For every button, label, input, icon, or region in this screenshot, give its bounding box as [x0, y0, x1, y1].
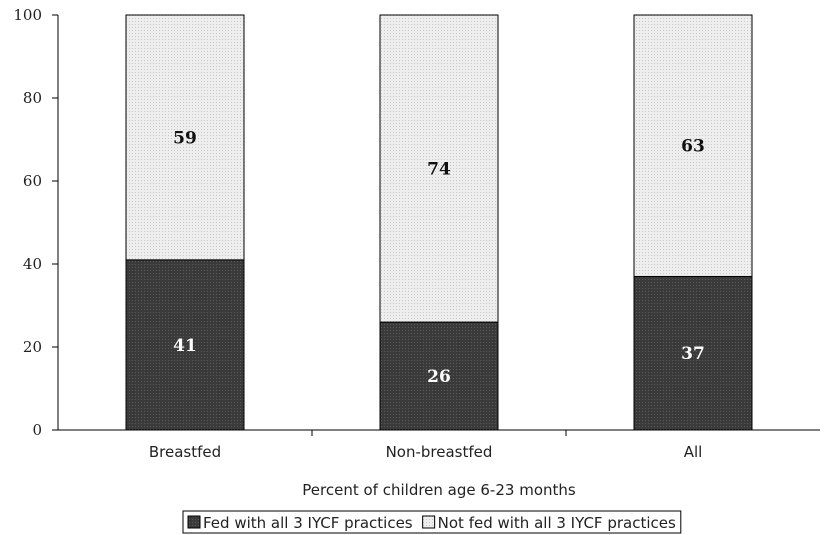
bar-segment — [125, 259, 245, 431]
y-tick-label: 60 — [23, 172, 42, 190]
y-tick-label: 100 — [13, 6, 42, 24]
bar-segment — [379, 321, 499, 431]
bar-segment — [379, 14, 499, 323]
data-label: 37 — [681, 344, 705, 364]
legend-label: Fed with all 3 IYCF practices — [203, 514, 413, 532]
x-tick-label: Non-breastfed — [386, 443, 493, 461]
data-label: 41 — [173, 336, 197, 356]
axes: 0 20 40 60 80 100 Breastfed Non-breastfed All — [13, 6, 820, 461]
legend-swatch — [187, 515, 201, 529]
y-tick-label: 80 — [23, 89, 42, 107]
bar-segment — [125, 14, 245, 261]
x-axis-title: Percent of children age 6-23 months — [302, 481, 576, 499]
data-label: 59 — [173, 128, 197, 148]
data-label: 74 — [427, 160, 451, 180]
y-tick-label: 0 — [32, 421, 42, 439]
x-tick-label: Breastfed — [149, 443, 221, 461]
data-labels: 41 59 26 74 37 63 — [173, 128, 705, 387]
y-tick-label: 40 — [23, 255, 42, 273]
data-label: 26 — [427, 367, 451, 387]
y-tick-label: 20 — [23, 338, 42, 356]
bars — [125, 14, 753, 431]
data-label: 63 — [681, 137, 705, 157]
legend-swatch — [422, 515, 436, 529]
x-tick-label: All — [684, 443, 703, 461]
legend-label: Not fed with all 3 IYCF practices — [438, 514, 676, 532]
bar-segment — [633, 14, 753, 277]
legend: Fed with all 3 IYCF practices Not fed wit… — [182, 510, 682, 534]
